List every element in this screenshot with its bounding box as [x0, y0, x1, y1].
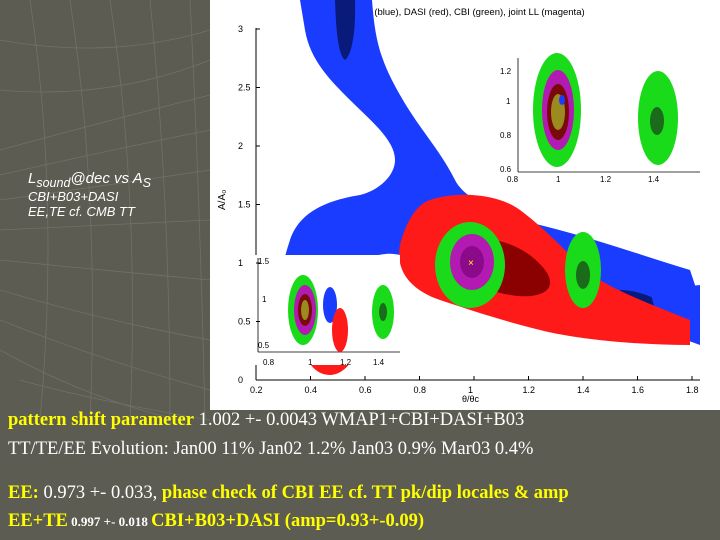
x-tick-label: 1.4 [577, 385, 590, 395]
x-tick-label: 1.2 [523, 385, 536, 395]
x-tick-labels: 0.2 0.4 0.6 0.8 1 1.2 1.4 1.6 1.8 [250, 376, 699, 395]
inset-tr-xtick-0: 0.8 [507, 175, 519, 184]
inset-tr-xtick-3: 1.4 [648, 175, 660, 184]
y-tick-label: 0.5 [238, 317, 251, 327]
y-tick-label: 1.5 [238, 200, 251, 210]
inset-bl-xtick-3: 1.4 [373, 358, 385, 367]
inset-bl-red [332, 308, 348, 352]
overlay-line-1: Lsound@dec vs AS [28, 170, 151, 190]
x-tick-label: 0.2 [250, 385, 263, 395]
green-contour-right-inner [576, 261, 590, 289]
inset-tr-blue-dot [559, 95, 565, 105]
inset-bl-ytick-0: 0.5 [258, 341, 270, 350]
x-tick-label: 1.6 [632, 385, 645, 395]
overlay-line-3: EE,TE cf. CMB TT [28, 204, 135, 220]
y-tick-label: 3 [238, 24, 243, 34]
x-axis-label: θ/θc [462, 394, 480, 404]
text-line-3: EE: 0.973 +- 0.033, phase check of CBI E… [8, 483, 569, 503]
inset-tr-ytick-0: 0.6 [500, 165, 512, 174]
text-line-1: pattern shift parameter 1.002 +- 0.0043 … [8, 410, 525, 430]
inset-bl-ytick-1: 1 [262, 295, 267, 304]
x-tick-label: 0.4 [305, 385, 318, 395]
inset-bl-green-right-inner [379, 303, 387, 321]
text-line-2: TT/TE/EE Evolution: Jan00 11% Jan02 1.2%… [8, 439, 534, 459]
inset-bl-xtick-0: 0.8 [263, 358, 275, 367]
inset-tr-green-right-inner [650, 107, 664, 135]
plot-title: LL θ/θc B2K9 (blue), DASI (red), CBI (gr… [315, 7, 585, 18]
inset-tr-xtick-1: 1 [556, 175, 561, 184]
inset-tr-ytick-1: 0.8 [500, 131, 512, 140]
inset-bl-xtick-2: 1.2 [340, 358, 352, 367]
figure-overlay-caption: Lsound@dec vs AS CBI+B03+DASI EE,TE cf. … [28, 170, 218, 220]
inset-bl-xtick-1: 1 [308, 358, 313, 367]
y-tick-label: 0 [238, 375, 243, 385]
inset-bl-olive [301, 300, 309, 320]
blue-band-inner-1 [335, 0, 356, 60]
inset-tr-ytick-2: 1 [506, 97, 511, 106]
y-tick-label: 1 [238, 258, 243, 268]
y-tick-label: 2.5 [238, 83, 251, 93]
text-line-4: EE+TE 0.997 +- 0.018 CBI+B03+DASI (amp=0… [8, 511, 425, 531]
magenta-contour-center-inner [460, 246, 484, 278]
overlay-line-2: CBI+B03+DASI [28, 189, 119, 205]
y-tick-labels: 0 0.5 1 1.5 2 2.5 3 [238, 24, 260, 385]
x-tick-label: 1 [468, 385, 473, 395]
y-tick-label: 2 [238, 141, 243, 151]
y-axis-label: A/A₀ [217, 190, 228, 210]
best-fit-marker: × [468, 258, 474, 269]
x-tick-label: 0.6 [359, 385, 372, 395]
inset-bl-ytick-2: 1.5 [258, 257, 270, 266]
x-tick-label: 1.8 [686, 385, 699, 395]
inset-tr-xtick-2: 1.2 [600, 175, 612, 184]
inset-tr-ytick-3: 1.2 [500, 67, 512, 76]
inset-bl-blue [323, 287, 337, 323]
x-tick-label: 0.8 [414, 385, 427, 395]
